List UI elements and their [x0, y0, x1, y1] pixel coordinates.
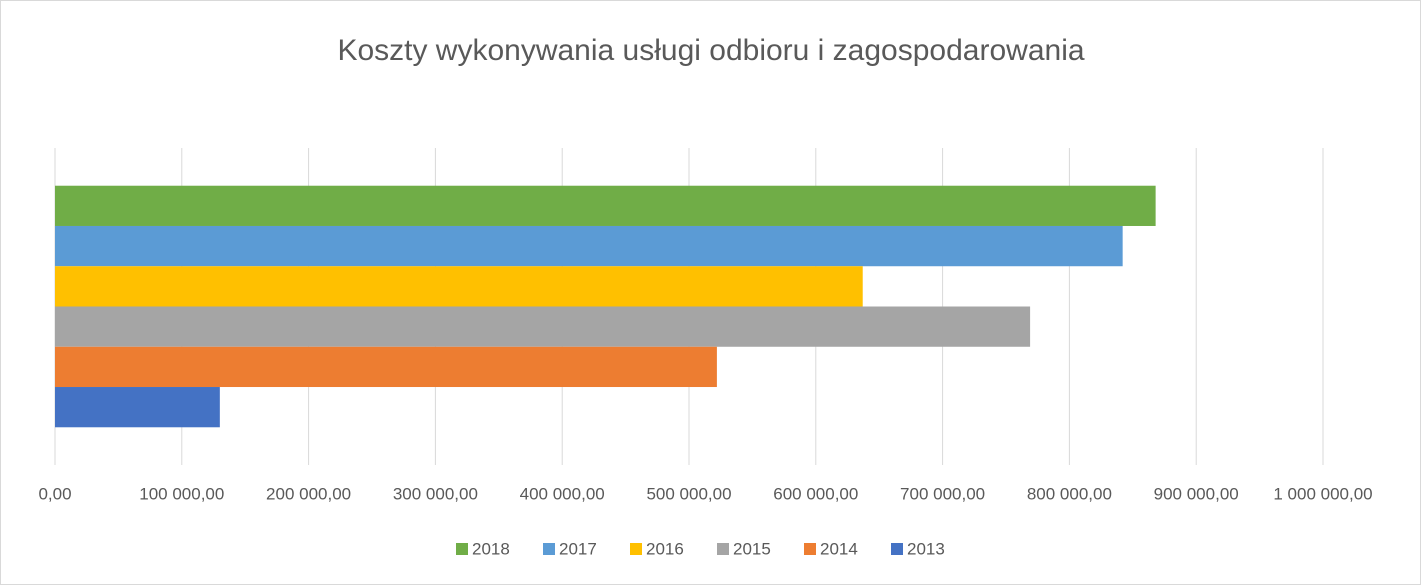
- legend-label: 2014: [820, 539, 858, 558]
- x-tick-label: 400 000,00: [520, 484, 605, 503]
- bar: [55, 266, 863, 307]
- legend-swatch: [804, 543, 816, 555]
- bar: [55, 185, 1156, 226]
- x-tick-label: 900 000,00: [1154, 484, 1239, 503]
- legend-label: 2018: [472, 539, 510, 558]
- x-tick-label: 1 000 000,00: [1273, 484, 1372, 503]
- bar: [55, 387, 220, 428]
- legend-swatch: [543, 543, 555, 555]
- x-tick-label: 0,00: [38, 484, 71, 503]
- legend-label: 2015: [733, 539, 771, 558]
- bar: [55, 346, 717, 388]
- bar: [55, 306, 1031, 347]
- legend-label: 2017: [559, 539, 597, 558]
- legend-swatch: [456, 543, 468, 555]
- x-tick-label: 300 000,00: [393, 484, 478, 503]
- x-tick-label: 800 000,00: [1027, 484, 1112, 503]
- x-tick-label: 100 000,00: [139, 484, 224, 503]
- legend-label: 2016: [646, 539, 684, 558]
- x-tick-label: 600 000,00: [773, 484, 858, 503]
- legend-swatch: [630, 543, 642, 555]
- bar: [55, 225, 1123, 267]
- x-tick-label: 200 000,00: [266, 484, 351, 503]
- legend-swatch: [717, 543, 729, 555]
- x-tick-label: 700 000,00: [900, 484, 985, 503]
- legend-swatch: [891, 543, 903, 555]
- x-tick-label: 500 000,00: [646, 484, 731, 503]
- chart-title: Koszty wykonywania usługi odbioru i zago…: [337, 34, 1084, 67]
- legend-label: 2013: [907, 539, 945, 558]
